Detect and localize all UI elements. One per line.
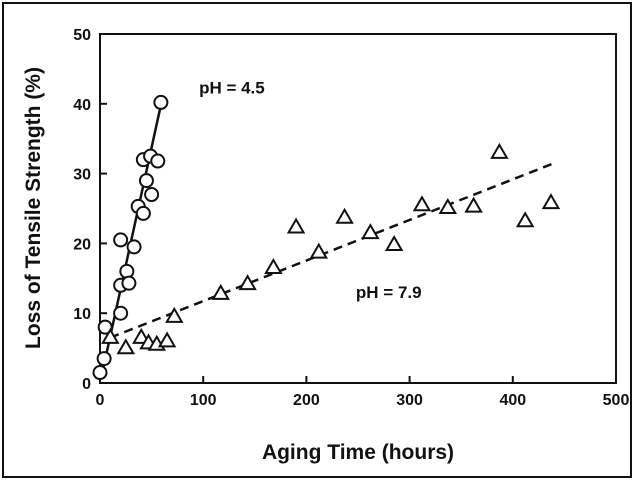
triangle-marker — [361, 223, 380, 240]
x-tick-label: 300 — [396, 392, 423, 409]
series-annotation: pH = 4.5 — [199, 78, 265, 97]
circle-marker — [144, 187, 160, 203]
circle-marker — [153, 94, 169, 110]
y-axis: 0 10 20 30 40 50 — [73, 27, 107, 393]
triangle-marker — [412, 195, 432, 212]
triangle-marker — [264, 258, 283, 275]
x-axis-title: Aging Time (hours) — [262, 441, 454, 464]
circle-marker — [92, 365, 108, 381]
x-tick-label: 200 — [293, 392, 320, 409]
triangle-marker — [165, 306, 184, 323]
circle-marker — [113, 305, 129, 321]
y-tick-label: 30 — [73, 167, 91, 184]
triangle-marker — [438, 198, 458, 215]
x-axis: 0 100 200 300 400 500 — [96, 376, 630, 409]
series-annotation: pH = 7.9 — [356, 283, 422, 302]
triangle-marker — [238, 274, 257, 291]
triangle-marker — [464, 196, 483, 213]
y-tick-label: 20 — [73, 236, 91, 253]
triangle-marker — [211, 283, 230, 300]
figure-border — [2, 2, 632, 478]
circle-marker — [119, 263, 135, 279]
y-axis-title: Loss of Tensile Strength (%) — [22, 67, 45, 349]
plot-area — [99, 33, 617, 384]
triangle-marker — [335, 207, 354, 224]
x-tick-label: 100 — [190, 392, 217, 409]
data-markers — [92, 94, 561, 381]
x-tick-label: 0 — [96, 392, 105, 409]
circle-marker — [113, 232, 129, 248]
triangle-marker — [286, 217, 306, 234]
triangle-marker — [384, 234, 404, 251]
triangle-marker — [515, 211, 535, 228]
circle-marker — [97, 319, 113, 335]
fit-line-series-2 — [109, 161, 555, 339]
y-tick-label: 50 — [73, 27, 91, 44]
circle-marker — [121, 275, 137, 291]
x-tick-label: 500 — [603, 392, 630, 409]
y-tick-label: 10 — [73, 306, 91, 323]
y-tick-label: 40 — [73, 97, 91, 114]
y-tick-label: 0 — [82, 376, 91, 393]
circle-marker — [126, 239, 142, 255]
triangle-marker — [490, 142, 509, 159]
circle-marker — [138, 173, 154, 189]
circle-marker — [150, 153, 166, 169]
triangle-marker — [116, 338, 136, 355]
fit-lines — [101, 100, 555, 370]
triangle-marker — [157, 331, 177, 348]
annotations: pH = 4.5 pH = 7.9 — [199, 78, 422, 302]
x-tick-label: 400 — [499, 392, 526, 409]
triangle-marker — [101, 327, 120, 344]
circle-marker — [96, 351, 112, 367]
triangle-marker — [309, 242, 329, 259]
circle-marker — [135, 205, 151, 221]
fit-line-series-1 — [101, 100, 164, 370]
triangle-marker — [541, 193, 561, 210]
